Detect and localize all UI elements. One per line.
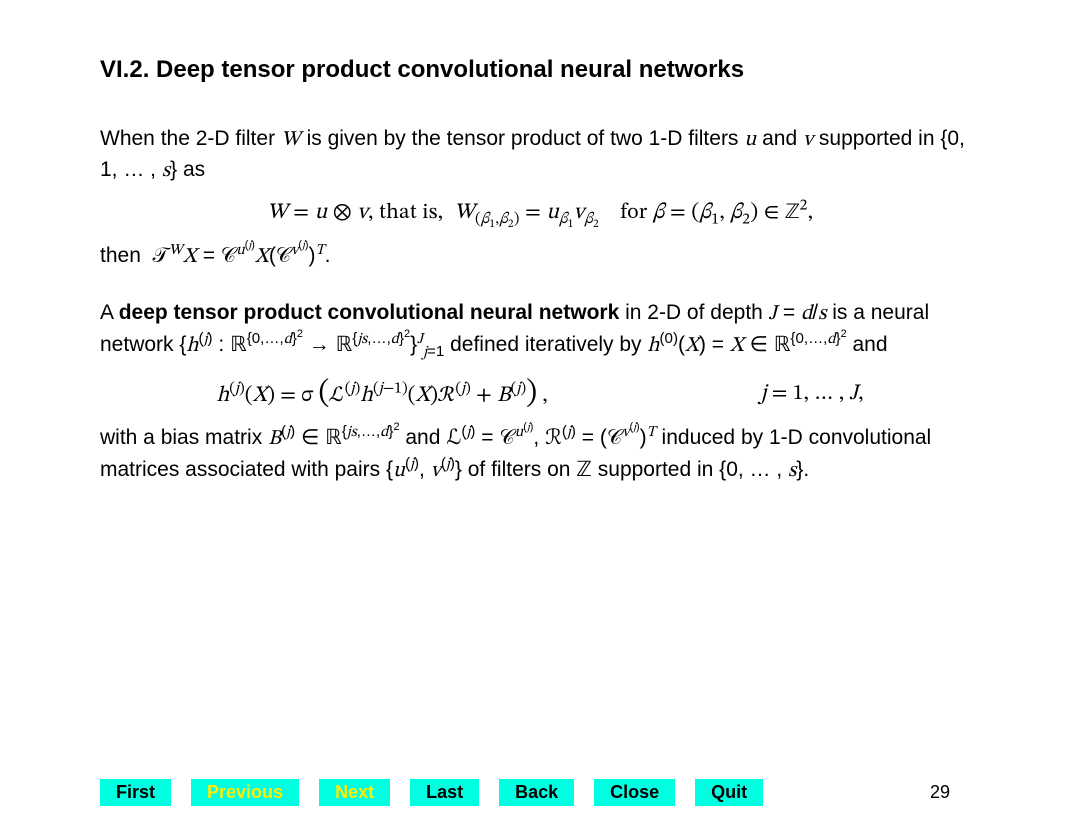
nav-last[interactable]: Last	[410, 779, 479, 806]
page-number: 29	[930, 782, 980, 803]
nav-bar: First Previous Next Last Back Close Quit…	[0, 779, 1080, 806]
equation-1: W = u ⊗ v, that is, W(β1,β2) = uβ1vβ2 fo…	[100, 199, 980, 227]
equation-2-range: j = 1, … , J,	[761, 380, 864, 408]
nav-back[interactable]: Back	[499, 779, 574, 806]
nav-first[interactable]: First	[100, 779, 171, 806]
nav-next[interactable]: Next	[319, 779, 390, 806]
nav-quit[interactable]: Quit	[695, 779, 763, 806]
equation-2-body: h(j)(X) = σ (ℒ(j)h(j−1)(X)ℛ(j) + B(j)) ,	[217, 375, 548, 413]
paragraph-2: then 𝒯WX = 𝒞u(j)X(𝒞v(j))T.	[100, 241, 980, 272]
slide-content: VI.2. Deep tensor product convolutional …	[0, 0, 1080, 834]
nav-previous[interactable]: Previous	[191, 779, 299, 806]
section-title: VI.2. Deep tensor product convolutional …	[100, 56, 980, 84]
equation-2: h(j)(X) = σ (ℒ(j)h(j−1)(X)ℛ(j) + B(j)) ,…	[100, 371, 980, 423]
paragraph-3: A deep tensor product convolutional neur…	[100, 298, 980, 361]
nav-close[interactable]: Close	[594, 779, 675, 806]
paragraph-4: with a bias matrix B(j) ∈ ℝ{js,…,d}2 and…	[100, 423, 980, 486]
paragraph-1: When the 2-D filter W is given by the te…	[100, 124, 980, 187]
